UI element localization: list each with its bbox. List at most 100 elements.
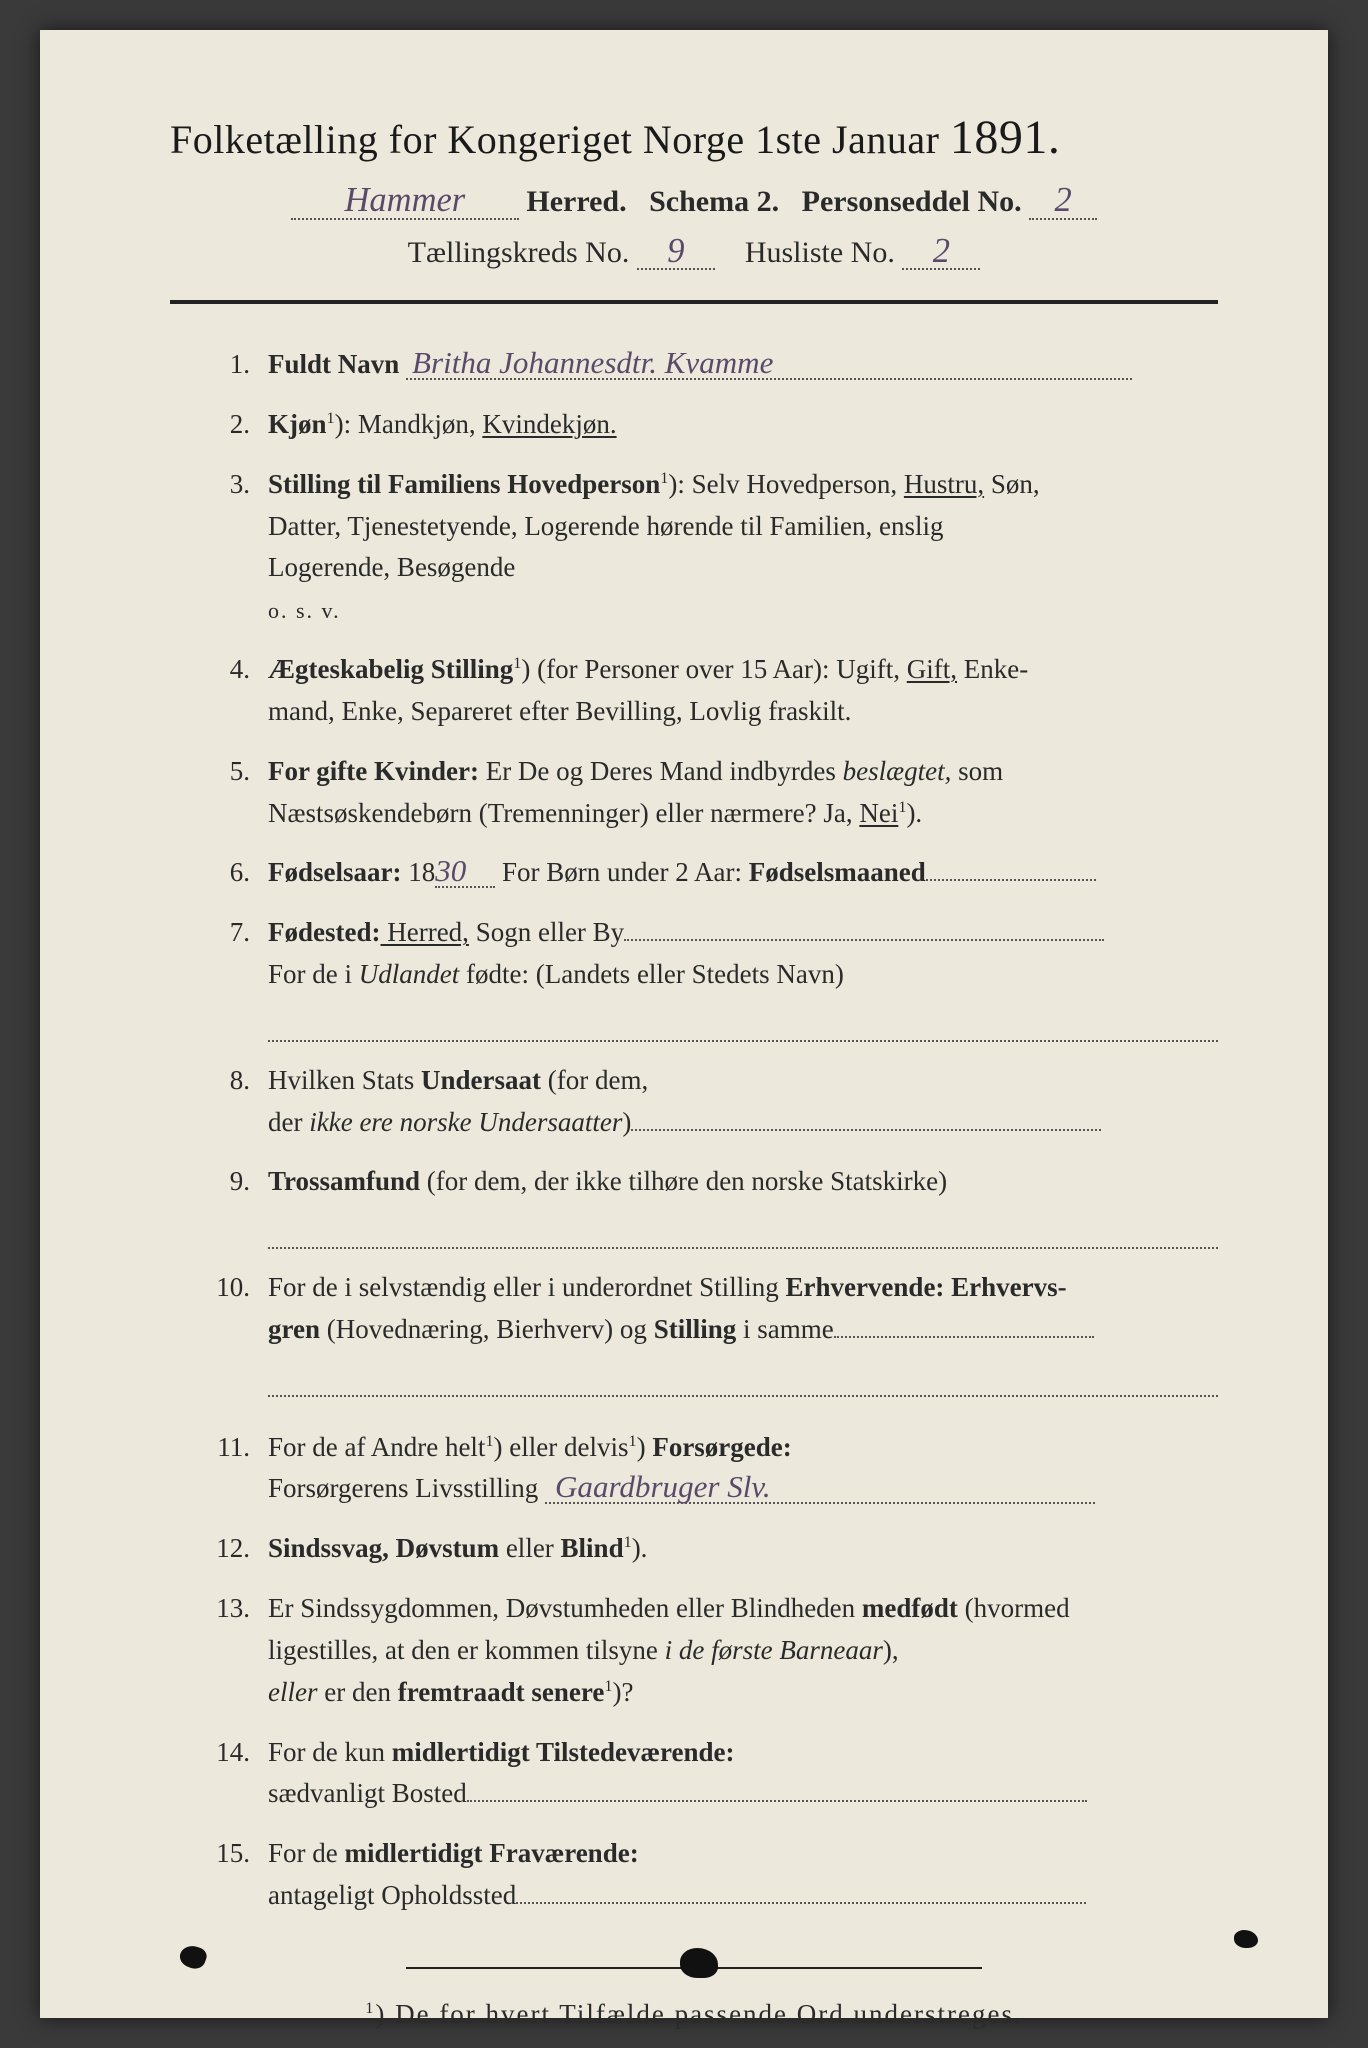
label-medfodt: medfødt — [862, 1593, 958, 1623]
item-2: 2. Kjøn1): Mandkjøn, Kvindekjøn. — [180, 404, 1218, 446]
text: ). — [632, 1533, 648, 1563]
footnote-text: ) De for hvert Tilfælde passende Ord und… — [375, 1999, 1022, 2029]
label-fodested: Fødested: — [268, 917, 380, 947]
text: Forsørgerens Livsstilling — [268, 1473, 538, 1503]
item-13: 13. Er Sindssygdommen, Døvstumheden elle… — [180, 1588, 1218, 1714]
label-kjon: Kjøn — [268, 409, 327, 439]
item-num: 15. — [180, 1833, 268, 1875]
item-7: 7. Fødested: Herred, Sogn eller By For d… — [180, 912, 1218, 1041]
sup-1: 1 — [365, 1999, 375, 2017]
label-fodselsaar: Fødselsaar: — [268, 857, 401, 887]
item-15: 15. For de midlertidigt Fraværende: anta… — [180, 1833, 1218, 1917]
hustru-underlined: Hustru, — [904, 469, 984, 499]
text: For de af Andre helt — [268, 1432, 485, 1462]
item-12: 12. Sindssvag, Døvstum eller Blind1). — [180, 1528, 1218, 1570]
eller-italic: eller — [268, 1677, 317, 1707]
kjon-text: ): Mandkjøn, — [335, 409, 483, 439]
undersaat-blank — [631, 1129, 1101, 1131]
label-herred: Herred. — [526, 185, 626, 218]
document-paper: Folketælling for Kongeriget Norge 1ste J… — [40, 30, 1328, 2018]
text: )? — [612, 1677, 633, 1707]
label-aegteskab: Ægteskabelig Stilling — [268, 654, 513, 684]
item-num: 1. — [180, 344, 268, 386]
text: i samme — [736, 1314, 833, 1344]
text: eller — [499, 1533, 560, 1563]
label-undersaat: Undersaat — [421, 1065, 541, 1095]
barneaar-italic: i de første Barneaar — [665, 1635, 883, 1665]
item-num: 2. — [180, 404, 268, 446]
text: ) — [637, 1432, 653, 1462]
item-4: 4. Ægteskabelig Stilling1) (for Personer… — [180, 649, 1218, 733]
text: antageligt Opholdssted — [268, 1880, 516, 1910]
osv: o. s. v. — [268, 598, 341, 623]
text: (Hovednæring, Bierhverv) og — [320, 1314, 654, 1344]
item-num: 6. — [180, 852, 268, 894]
text: Datter, Tjenestetyende, Logerende hørend… — [268, 511, 943, 541]
label-fravaerende: midlertidigt Fraværende: — [345, 1838, 639, 1868]
text: Er De og Deres Mand indbyrdes — [479, 756, 843, 786]
item-6: 6. Fødselsaar: 1830 For Børn under 2 Aar… — [180, 852, 1218, 894]
label-tilstede: midlertidigt Tilstedeværende: — [392, 1737, 735, 1767]
sup-1: 1 — [628, 1432, 636, 1450]
label-erhvervende: Erhvervende: Erhvervs- — [785, 1272, 1066, 1302]
text: ligestilles, at den er kommen tilsyne — [268, 1635, 665, 1665]
herred-underlined: Herred, — [380, 917, 468, 947]
item-num: 10. — [180, 1267, 268, 1309]
beslaegtet-italic: beslægtet, — [843, 756, 952, 786]
title-year: 1891. — [950, 111, 1061, 164]
header-line-3: Tællingskreds No. 9 Husliste No. 2 — [170, 234, 1218, 271]
form-items: 1. Fuldt Navn Britha Johannesdtr. Kvamme… — [170, 344, 1218, 1917]
text: For Børn under 2 Aar: — [495, 857, 748, 887]
label-sindssvag: Sindssvag, Døvstum — [268, 1533, 499, 1563]
label-fremtraadt: fremtraadt senere — [398, 1677, 605, 1707]
label-blind: Blind — [561, 1533, 624, 1563]
text: ) — [622, 1107, 631, 1137]
text: Søn, — [984, 469, 1040, 499]
text: (hvormed — [958, 1593, 1070, 1623]
personseddel-no: 2 — [1029, 183, 1097, 220]
item-8: 8. Hvilken Stats Undersaat (for dem, der… — [180, 1060, 1218, 1144]
text: ) eller delvis — [494, 1432, 629, 1462]
label-fodselsmaaned: Fødselsmaaned — [749, 857, 926, 887]
bosted-blank — [467, 1800, 1087, 1802]
text: For de i — [268, 959, 359, 989]
item-11: 11. For de af Andre helt1) eller delvis1… — [180, 1427, 1218, 1511]
husliste-no: 2 — [902, 234, 980, 271]
label-gifte-kvinder: For gifte Kvinder: — [268, 756, 479, 786]
year-prefix: 18 — [401, 857, 435, 887]
name-value: Britha Johannesdtr. Kvamme — [406, 347, 1132, 380]
sup-1: 1 — [624, 1533, 632, 1551]
text: Sogn eller By — [469, 917, 624, 947]
item-num: 7. — [180, 912, 268, 954]
item-num: 12. — [180, 1528, 268, 1570]
sup-1: 1 — [485, 1432, 493, 1450]
title-prefix: Folketælling for Kongeriget Norge 1ste J… — [170, 117, 939, 162]
opholdssted-blank — [516, 1902, 1086, 1904]
label-stilling2: Stilling — [654, 1314, 737, 1344]
sogn-blank — [624, 939, 1104, 941]
text: Enke- — [957, 654, 1028, 684]
text: ). — [906, 798, 922, 828]
tkreds-no: 9 — [637, 234, 715, 271]
text: ): Selv Hovedperson, — [668, 469, 903, 499]
text: som — [951, 756, 1003, 786]
item-3: 3. Stilling til Familiens Hovedperson1):… — [180, 464, 1218, 631]
livsstilling-value: Gaardbruger Slv. — [545, 1471, 1095, 1504]
census-title: Folketælling for Kongeriget Norge 1ste J… — [170, 110, 1218, 165]
udlandet-italic: Udlandet — [359, 959, 460, 989]
header-line-2: Hammer Herred. Schema 2. Personseddel No… — [170, 183, 1218, 220]
ink-blot-icon — [177, 1942, 209, 1972]
text: Næstsøskendebørn (Tremenninger) eller næ… — [268, 798, 859, 828]
item-num: 9. — [180, 1161, 268, 1203]
kvindekjon-underlined: Kvindekjøn. — [482, 409, 616, 439]
herred-handwritten: Hammer — [291, 183, 519, 220]
text: der — [268, 1107, 309, 1137]
text: For de kun — [268, 1737, 392, 1767]
text: Hvilken Stats — [268, 1065, 421, 1095]
item-num: 13. — [180, 1588, 268, 1630]
label-husliste: Husliste No. — [745, 236, 895, 269]
ikke-italic: ikke ere norske Undersaatter — [309, 1107, 622, 1137]
text: ), — [883, 1635, 899, 1665]
item-num: 11. — [180, 1427, 268, 1469]
label-forsorgede: Forsørgede: — [652, 1432, 791, 1462]
